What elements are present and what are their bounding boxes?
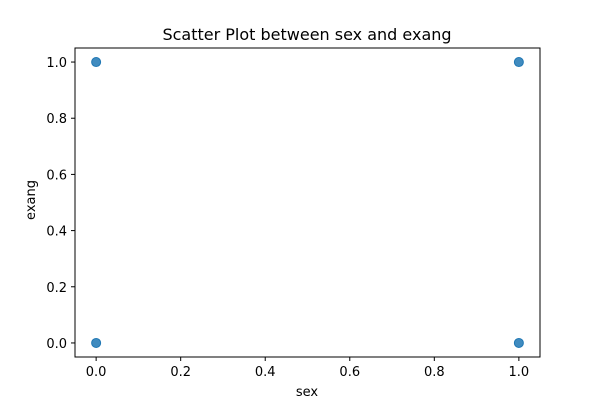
y-axis-label: exang — [24, 180, 39, 220]
y-tick-label: 0.8 — [46, 112, 67, 127]
x-tick-label: 0.2 — [170, 365, 191, 380]
data-point — [91, 57, 102, 68]
x-tick-label: 0.6 — [339, 365, 360, 380]
x-axis-label: sex — [296, 385, 319, 400]
y-tick-label: 0.4 — [46, 225, 67, 240]
x-tick-label: 1.0 — [509, 365, 530, 380]
data-point — [513, 57, 524, 68]
data-point — [91, 337, 102, 348]
x-tick-label: 0.0 — [86, 365, 107, 380]
y-tick-label: 0.6 — [46, 168, 67, 183]
data-point — [513, 337, 524, 348]
chart-title: Scatter Plot between sex and exang — [162, 25, 451, 44]
x-tick-label: 0.4 — [255, 365, 276, 380]
x-tick-label: 0.8 — [424, 365, 445, 380]
y-tick-label: 0.2 — [46, 281, 67, 296]
y-tick-label: 0.0 — [46, 337, 67, 352]
plot-frame — [74, 47, 541, 358]
plot-area: 0.0 0.2 0.4 0.6 0.8 1.0 0.0 0.2 0.4 0.6 0.8 1.0 — [46, 47, 541, 380]
y-tick-label: 1.0 — [46, 56, 67, 71]
